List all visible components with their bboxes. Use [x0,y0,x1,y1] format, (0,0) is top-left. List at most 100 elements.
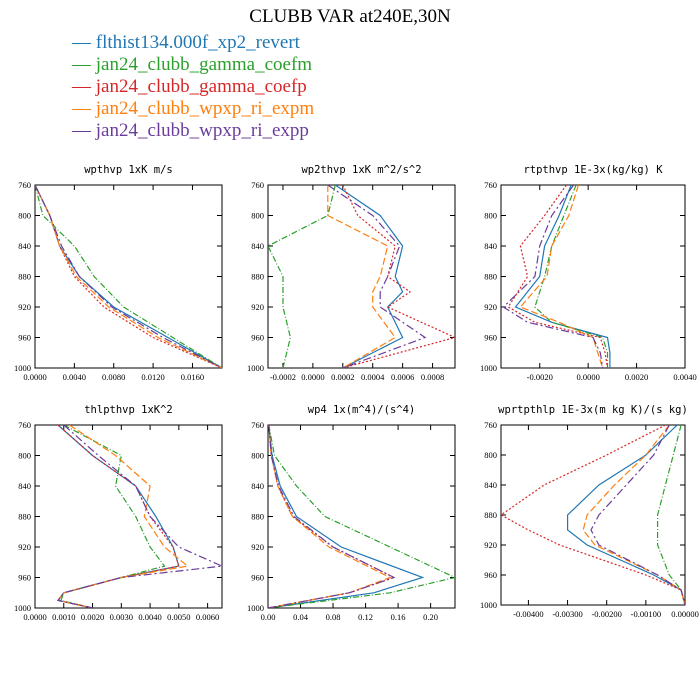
x-tick-label: -0.00400 [513,609,543,619]
y-tick-label: 920 [484,302,497,312]
x-tick-label: 0.0020 [625,372,648,382]
panel-title: wp4 1x(m^4)/(s^4) [308,404,415,416]
x-tick-label: 0.0006 [391,372,414,382]
x-tick-label: 0.0008 [421,372,444,382]
series-line [56,425,222,608]
x-tick-label: -0.00300 [552,609,582,619]
x-tick-label: 0.0030 [110,612,133,622]
chart-panel: wprtpthlp 1E-3x(m kg K)/(s kg)760 800 840 8… [480,404,699,619]
x-tick-label: 0.0000 [301,372,324,382]
y-tick-label: 760 [18,180,31,190]
panel-frame [34,184,223,369]
y-tick-label: 800 [18,211,31,221]
panel-title: wprtpthlp 1E-3x(m kg K)/(s kg) [498,404,688,416]
y-tick-label: 800 [251,451,264,461]
y-tick-label: 800 [484,211,497,221]
legend-entry: — jan24_clubb_wpxp_ri_expm [72,98,314,120]
x-tick-label: -0.00100 [631,609,661,619]
legend-label: jan24_clubb_wpxp_ri_expp [95,120,309,141]
legend: — flthist134.000f_xp2_revert — jan24_clu… [72,32,314,142]
series-line [35,185,222,368]
y-tick-label: 760 [251,180,264,190]
panel-frame [267,184,456,369]
legend-label: jan24_clubb_gamma_coefm [95,54,313,75]
series-line [56,425,180,608]
y-tick-label: 840 [251,241,264,251]
y-tick-label: 880 [18,512,31,522]
y-tick-label: 880 [251,272,264,282]
y-tick-label: 760 [484,420,497,430]
y-tick-label: 1000 [14,603,31,613]
series-line [268,425,396,608]
series-line [327,185,397,368]
y-tick-label: 840 [18,241,31,251]
legend-marker: — [72,120,91,141]
x-tick-label: 0.0020 [81,612,104,622]
series-line [268,425,392,608]
y-tick-label: 960 [251,573,264,583]
series-line [35,185,222,368]
legend-label: flthist134.000f_xp2_revert [95,32,300,53]
y-tick-label: 880 [251,512,264,522]
y-tick-label: 920 [251,542,264,552]
y-tick-label: 1000 [14,363,31,373]
x-tick-label: 0.0060 [196,612,219,622]
series-line [56,425,189,608]
legend-label: jan24_clubb_wpxp_ri_expm [95,98,315,119]
x-tick-label: -0.0002 [270,372,296,382]
panel-title: wp2thvp 1xK m^2/s^2 [301,164,421,176]
x-tick-label: 0.0000 [576,372,599,382]
y-tick-label: 920 [484,540,497,550]
panel-title: wpthvp 1xK m/s [84,164,173,176]
y-tick-label: 800 [251,211,264,221]
y-tick-label: 920 [251,302,264,312]
chart-panel: rtpthvp 1E-3x(kg/kg) K 760 800 840 880 920 960… [480,164,697,382]
series-line [56,425,180,608]
x-tick-label: 0.0010 [52,612,75,622]
y-tick-label: 1000 [480,363,497,373]
y-tick-label: 920 [18,542,31,552]
y-tick-label: 800 [484,450,497,460]
panel-frame [34,424,223,609]
y-tick-label: 960 [18,573,31,583]
legend-marker: — [72,32,91,53]
series-line [582,425,685,605]
x-tick-label: 0.04 [293,612,309,622]
chart-panel: wpthvp 1xK m/s76080084088092096010000.00… [14,164,223,382]
legend-marker: — [72,76,91,97]
y-tick-label: 960 [18,333,31,343]
x-tick-label: 0.0040 [138,612,161,622]
y-tick-label: 760 [484,180,497,190]
series-line [566,425,685,605]
series-line [35,185,222,368]
chart-panel: thlpthvp 1xK^276080084088092096010000.00… [14,404,223,622]
y-tick-label: 960 [484,570,497,580]
y-tick-label: 1000 [247,603,264,613]
x-tick-label: 0.0000 [23,372,46,382]
y-tick-label: 920 [18,302,31,312]
x-tick-label: 0.0050 [167,612,190,622]
panel-title: rtpthvp 1E-3x(kg/kg) K [523,164,663,176]
y-tick-label: 880 [484,510,497,520]
series-line [35,185,222,368]
series-line [334,185,404,368]
x-tick-label: 0.12 [358,612,373,622]
series-line [501,425,685,605]
y-tick-label: 880 [484,272,497,282]
legend-entry: — jan24_clubb_gamma_coefm [72,54,314,76]
x-tick-label: 0.08 [326,612,341,622]
x-tick-label: 0.0080 [102,372,125,382]
series-line [656,425,685,605]
legend-label: jan24_clubb_gamma_coefp [95,76,307,97]
legend-marker: — [72,98,91,119]
series-line [507,185,609,368]
legend-entry: — jan24_clubb_gamma_coefp [72,76,314,98]
x-tick-label: 0.0002 [331,372,354,382]
y-tick-label: 840 [484,241,497,251]
series-line [268,425,396,608]
series-line [268,425,425,608]
series-line [35,185,222,368]
series-line [60,425,166,608]
series-line [534,185,609,368]
x-tick-label: 0.00000 [671,609,699,619]
